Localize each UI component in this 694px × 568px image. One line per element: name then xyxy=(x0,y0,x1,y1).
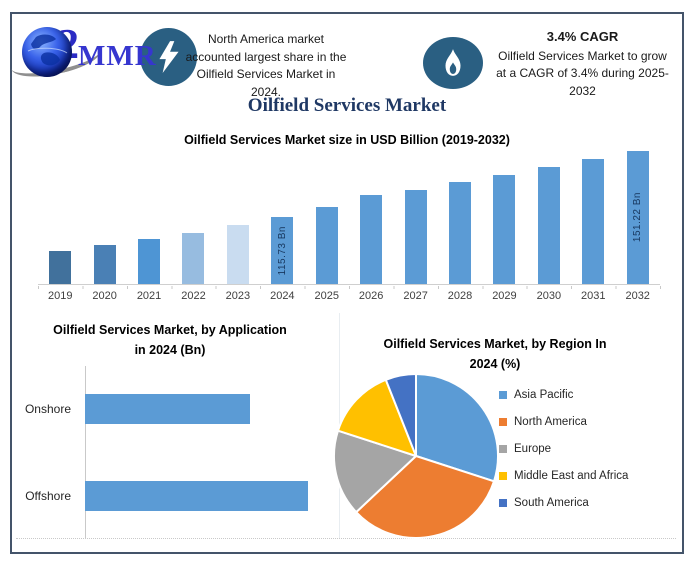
x-axis-label: 2027 xyxy=(403,290,428,302)
bar-column-2023: 2023 xyxy=(216,151,260,302)
x-axis-label: 2022 xyxy=(181,290,206,302)
bar-2022 xyxy=(182,233,205,284)
region-pie-chart xyxy=(331,371,501,541)
market-size-bar-chart: 2019 2020 2021 2022 2023 115.73 Bn 2024 2025 202… xyxy=(38,151,660,302)
bar-column-2028: 2028 xyxy=(438,151,482,302)
category-label: Offshore xyxy=(25,489,71,503)
market-size-chart-title: Oilfield Services Market size in USD Bil… xyxy=(184,133,510,147)
x-axis-label: 2021 xyxy=(136,290,162,302)
legend-item: Europe xyxy=(499,443,628,455)
legend-swatch xyxy=(499,418,507,426)
header-note-cagr: 3.4% CAGR Oilfield Services Market to gr… xyxy=(480,28,685,100)
pie-slice-middle-east-and-africa xyxy=(337,378,417,457)
bottom-dotted-line xyxy=(16,538,676,539)
x-axis-label: 2019 xyxy=(47,290,73,302)
x-axis-label: 2026 xyxy=(358,290,384,302)
bar-column-2032: 151.22 Bn 2032 xyxy=(615,151,659,302)
bar-column-2022: 2022 xyxy=(171,151,215,302)
title-line: 2024 (%) xyxy=(469,357,521,371)
pie-slice-asia-pacific xyxy=(415,373,499,483)
bar-data-label: 151.22 Bn xyxy=(632,192,644,243)
legend-swatch xyxy=(499,499,507,507)
bar-column-2030: 2030 xyxy=(527,151,571,302)
bar-2032: 151.22 Bn xyxy=(626,151,649,284)
title-line: Oilfield Services Market, by Region In xyxy=(383,337,607,351)
note-line: Oilfield Services Market to grow xyxy=(498,48,667,63)
bar-data-label: 115.73 Bn xyxy=(276,225,288,276)
bar-column-2027: 2027 xyxy=(393,151,437,302)
x-axis-label: 2029 xyxy=(492,290,517,302)
legend-item: Asia Pacific xyxy=(499,389,628,401)
bar-2029 xyxy=(493,175,516,284)
legend-label: South America xyxy=(514,497,589,509)
application-chart-title: Oilfield Services Market, by Application… xyxy=(20,320,320,360)
region-chart-title: Oilfield Services Market, by Region In 2… xyxy=(345,334,645,374)
legend-label: Middle East and Africa xyxy=(514,470,629,482)
application-bar-chart: Onshore Offshore xyxy=(15,394,335,568)
legend-item: North America xyxy=(499,416,628,428)
bar-column-2020: 2020 xyxy=(82,151,126,302)
bar-column-2024: 115.73 Bn 2024 xyxy=(260,151,304,302)
bar-2027 xyxy=(404,190,427,284)
legend-item: South America xyxy=(499,497,628,509)
x-axis-label: 2028 xyxy=(447,290,473,302)
title-line: Oilfield Services Market, by Application xyxy=(53,323,287,337)
x-axis-label: 2020 xyxy=(92,290,117,302)
pie-slice-europe xyxy=(333,429,417,514)
note-line: North America market xyxy=(207,32,325,46)
legend-item: Middle East and Africa xyxy=(499,470,628,482)
legend-swatch xyxy=(499,472,507,480)
note-line: Oilfield Services Market in 2024. xyxy=(196,67,336,99)
bar-2020 xyxy=(93,245,116,284)
cagr-heading: 3.4% CAGR xyxy=(546,29,619,44)
bar-2025 xyxy=(315,207,338,284)
mmr-logo-text: MMR xyxy=(78,40,157,72)
bar-column-2021: 2021 xyxy=(127,151,171,302)
bar-2021 xyxy=(138,239,161,284)
application-row-onshore: Onshore xyxy=(15,394,335,424)
pie-legend: Asia Pacific North America Europe Middle Ea… xyxy=(499,389,628,524)
globe-logo-icon xyxy=(22,27,72,77)
bar-column-2029: 2029 xyxy=(482,151,526,302)
bar-2026 xyxy=(360,195,383,284)
legend-label: Europe xyxy=(514,443,552,455)
bar-2024: 115.73 Bn xyxy=(271,217,294,284)
flame-icon xyxy=(423,37,483,89)
title-line: in 2024 (Bn) xyxy=(134,343,206,357)
x-axis-label: 2031 xyxy=(581,290,606,302)
legend-swatch xyxy=(499,391,507,399)
bar-column-2026: 2026 xyxy=(349,151,393,302)
bar-2031 xyxy=(582,159,605,284)
bar-onshore xyxy=(85,394,250,424)
x-axis-label: 2030 xyxy=(536,290,562,302)
legend-label: North America xyxy=(514,416,587,428)
x-axis-label: 2025 xyxy=(314,290,339,302)
application-chart-axis xyxy=(85,366,86,538)
note-line: accounted largest share in the xyxy=(185,49,347,64)
bar-column-2019: 2019 xyxy=(38,151,82,302)
note-line: 2032 xyxy=(569,83,596,98)
x-axis-label: 2023 xyxy=(225,290,251,302)
bar-column-2025: 2025 xyxy=(305,151,349,302)
application-row-offshore: Offshore xyxy=(15,481,335,511)
legend-label: Asia Pacific xyxy=(514,389,574,401)
x-axis-label: 2024 xyxy=(270,290,295,302)
category-label: Onshore xyxy=(24,402,71,416)
x-axis-label: 2032 xyxy=(625,290,650,302)
bar-2028 xyxy=(449,182,471,284)
bar-2030 xyxy=(537,167,560,284)
bar-column-2031: 2031 xyxy=(571,151,615,302)
header-note-north-america: North America market accounted largest s… xyxy=(181,31,351,101)
pie-slice-south-america xyxy=(384,373,417,457)
x-axis-ticks xyxy=(38,286,661,289)
bar-2019 xyxy=(49,251,72,284)
legend-swatch xyxy=(499,445,507,453)
lightning-icon xyxy=(140,28,197,86)
bar-2023 xyxy=(226,225,249,284)
bar-offshore xyxy=(85,481,308,511)
pie-slice-north-america xyxy=(355,455,495,540)
page-title: Oilfield Services Market xyxy=(247,95,447,116)
note-line: at a CAGR of 3.4% during 2025- xyxy=(496,66,669,80)
